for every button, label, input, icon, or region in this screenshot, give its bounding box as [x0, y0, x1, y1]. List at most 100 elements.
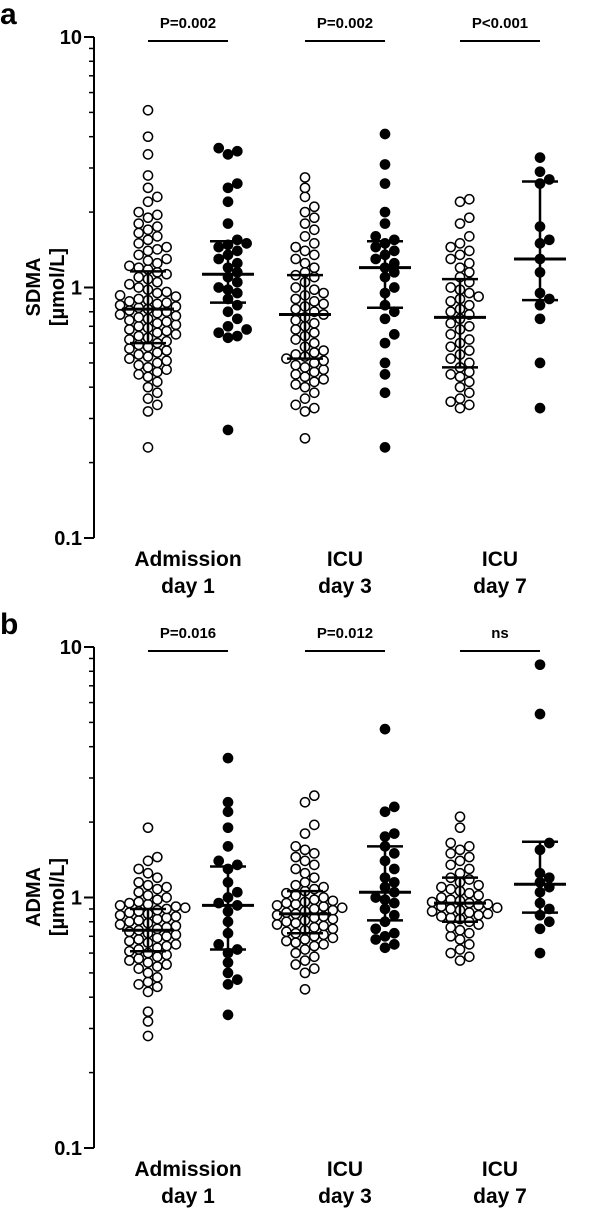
- adma-filled-data-point: [222, 752, 234, 764]
- adma-filled-data-point: [222, 841, 234, 852]
- sdma-open-data-point: [445, 253, 457, 265]
- sdma-filled-data-point: [379, 387, 391, 399]
- adma-open-data-point: [473, 889, 484, 901]
- adma-open-data-point: [151, 951, 163, 963]
- sdma-open-data-point: [142, 406, 154, 417]
- adma-open-data-point: [142, 822, 154, 834]
- adma-filled-data-point: [534, 947, 546, 959]
- adma-chart: b 0.1 1 10 ADMA [µmol/L] Admission day 1 ICU day …: [0, 610, 566, 1208]
- sdma-filled-data-point: [231, 330, 243, 342]
- sdma-filled-data-point: [231, 276, 243, 288]
- sdma-filled-data-point: [370, 241, 382, 253]
- sdma-open-data-point: [151, 298, 163, 310]
- sdma-open-data-point: [151, 221, 163, 232]
- sdma-open-data-point: [124, 296, 135, 307]
- sdma-filled-data-point: [370, 253, 382, 265]
- panel-b: b 0.1 1 10 ADMA [µmol/L] Admission day 1 ICU day …: [0, 610, 596, 1220]
- sdma-y-tick-label: 10: [60, 27, 82, 49]
- sdma-open-data-point: [463, 399, 475, 411]
- adma-open-data-point: [161, 940, 172, 952]
- adma-open-data-point: [151, 971, 163, 983]
- sdma-open-data-point: [308, 327, 320, 339]
- sdma-open-data-point: [142, 381, 154, 393]
- sdma-open-data-point: [161, 335, 172, 347]
- sdma-filled-data-point: [213, 327, 225, 339]
- sdma-open-data-point: [170, 291, 182, 302]
- adma-filled-data-point: [213, 939, 225, 950]
- adma-open-data-point: [299, 955, 311, 966]
- sdma-open-data-point: [318, 287, 329, 299]
- sdma-open-data-point: [318, 364, 329, 375]
- adma-filled-data-point: [388, 909, 400, 921]
- adma-filled-data-point: [231, 859, 243, 871]
- sdma-filled-data-point: [379, 128, 391, 140]
- adma-open-data-point: [327, 913, 339, 925]
- adma-filled-data-point: [388, 848, 400, 859]
- adma-open-data-point: [290, 841, 302, 852]
- adma-open-data-point: [318, 929, 329, 941]
- sdma-chart: a 0.1 1 10 SDMA [µmol/L] Admission day 1 ICU day …: [0, 0, 566, 598]
- sdma-open-data-point: [463, 345, 475, 356]
- adma-category-label: Admission: [134, 1158, 241, 1181]
- adma-open-data-point: [308, 940, 320, 952]
- sdma-open-data-point: [142, 131, 154, 143]
- adma-open-data-point: [318, 939, 329, 950]
- sdma-open-data-point: [124, 278, 135, 290]
- adma-open-data-point: [308, 951, 320, 963]
- adma-open-data-point: [170, 911, 182, 922]
- sdma-open-data-point: [290, 324, 302, 335]
- sdma-p-value-label: P=0.002: [160, 15, 216, 32]
- sdma-open-data-point: [170, 310, 182, 322]
- adma-open-data-point: [124, 916, 135, 928]
- adma-category-label: day 3: [318, 1185, 372, 1208]
- sdma-open-data-point: [142, 212, 154, 224]
- adma-filled-data-point: [370, 934, 382, 945]
- sdma-open-data-point: [445, 306, 457, 318]
- sdma-p-value-label: P<0.001: [472, 15, 528, 32]
- sdma-category-label: day 7: [473, 575, 527, 598]
- adma-panel-letter: b: [0, 610, 18, 641]
- adma-open-data-point: [290, 947, 302, 959]
- sdma-filled-data-point: [370, 231, 382, 242]
- adma-open-data-point: [445, 883, 457, 895]
- adma-open-data-point: [133, 944, 145, 955]
- sdma-filled-data-point: [222, 149, 234, 160]
- sdma-category-label: day 3: [318, 575, 372, 598]
- adma-open-data-point: [281, 926, 292, 938]
- adma-y-tick-label: 1: [71, 888, 82, 910]
- sdma-open-data-point: [299, 406, 311, 417]
- sdma-open-data-point: [290, 282, 302, 293]
- adma-open-data-point: [308, 859, 320, 871]
- sdma-open-data-point: [463, 376, 475, 388]
- adma-open-data-point: [281, 916, 292, 928]
- adma-open-data-point: [151, 883, 163, 895]
- adma-filled-data-point: [379, 942, 391, 954]
- adma-open-data-point: [327, 895, 339, 907]
- adma-open-data-point: [142, 1016, 154, 1027]
- adma-open-data-point: [308, 894, 320, 906]
- sdma-open-data-point: [308, 337, 320, 349]
- sdma-filled-data-point: [213, 282, 225, 293]
- sdma-y-axis-label: SDMA [µmol/L]: [23, 248, 69, 326]
- sdma-open-data-point: [133, 369, 145, 380]
- sdma-open-data-point: [161, 345, 172, 356]
- adma-open-data-point: [308, 922, 320, 933]
- sdma-open-data-point: [463, 334, 475, 345]
- sdma-filled-data-point: [534, 357, 546, 369]
- sdma-filled-data-point: [231, 257, 243, 269]
- adma-open-data-point: [133, 876, 145, 888]
- sdma-filled-data-point: [534, 166, 546, 178]
- sdma-open-data-point: [299, 381, 311, 393]
- sdma-open-data-point: [454, 196, 466, 208]
- sdma-filled-data-point: [379, 369, 391, 380]
- sdma-open-data-point: [454, 381, 466, 393]
- adma-open-data-point: [445, 947, 457, 959]
- adma-open-data-point: [299, 876, 311, 888]
- adma-open-data-point: [133, 979, 145, 990]
- sdma-filled-data-point: [543, 234, 555, 246]
- sdma-open-data-point: [445, 329, 457, 340]
- adma-open-data-point: [473, 879, 484, 891]
- sdma-open-data-point: [290, 303, 302, 315]
- adma-open-data-point: [142, 889, 154, 901]
- adma-open-data-point: [142, 986, 154, 998]
